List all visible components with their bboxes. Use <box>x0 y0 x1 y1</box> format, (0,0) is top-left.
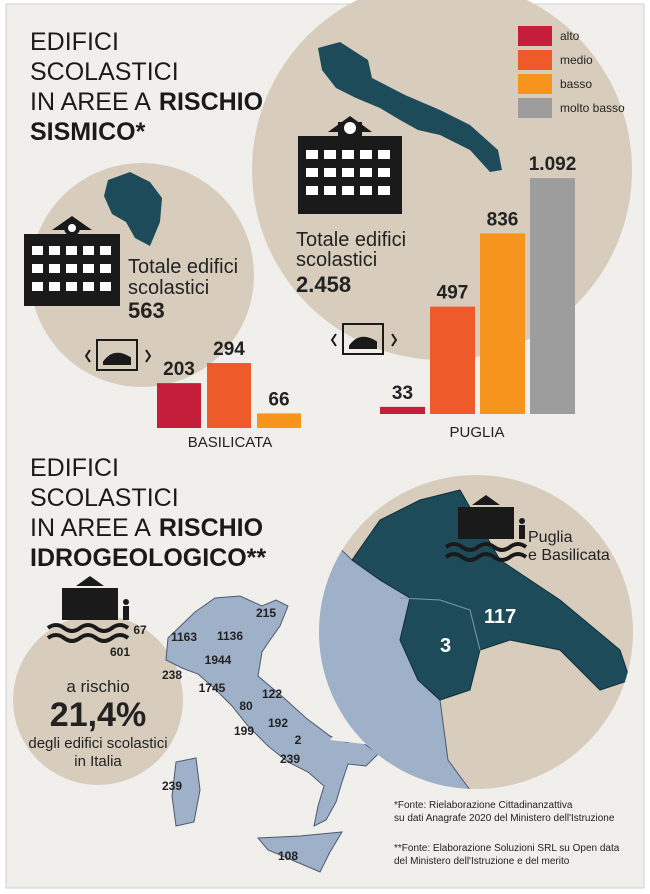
bar <box>257 413 301 428</box>
region-value: 1944 <box>205 653 232 667</box>
flood-icon <box>46 576 130 643</box>
value-label: 203 <box>163 359 195 380</box>
title-part: IN AREE A <box>30 88 151 116</box>
footnote: **Fonte: Elaborazione Soluzioni SRL su O… <box>394 843 620 854</box>
value-label: 1.092 <box>529 154 577 175</box>
sicily-map <box>256 831 343 873</box>
risk-text: a rischio <box>66 677 129 696</box>
legend-swatch <box>518 26 552 46</box>
sardinia-map <box>171 757 201 827</box>
title-line: SISMICO* <box>30 118 146 146</box>
title-line: IN AREE A RISCHIO <box>30 514 263 542</box>
total-value: 563 <box>128 298 165 323</box>
legend-label: molto basso <box>560 101 625 115</box>
title-line: IDROGEOLOGICO** <box>30 544 266 572</box>
region-value: 238 <box>162 668 182 682</box>
region-value: 239 <box>280 752 300 766</box>
region-value: 80 <box>239 699 253 713</box>
inset-label: Puglia <box>528 529 573 546</box>
legend-label: basso <box>560 77 592 91</box>
risk-percent: 21,4% <box>50 696 146 734</box>
title-line: IN AREE A RISCHIO <box>30 88 263 116</box>
italy-map <box>165 595 379 827</box>
title-part: RISCHIO <box>159 514 263 542</box>
legend-swatch <box>518 74 552 94</box>
bar <box>380 406 425 414</box>
basilicata-map <box>104 172 162 246</box>
title-part: RISCHIO <box>159 88 263 116</box>
puglia-map <box>318 42 502 172</box>
title-line: EDIFICI <box>30 28 119 56</box>
bar <box>530 178 575 414</box>
region-value: 1163 <box>171 630 197 644</box>
basilicata-circle <box>30 163 254 387</box>
bar <box>207 363 251 428</box>
footnote: *Fonte: Rielaborazione Cittadinanzattiva <box>394 800 573 811</box>
region-value: 215 <box>256 606 276 620</box>
value-label: 66 <box>268 389 289 410</box>
region-value: 239 <box>162 779 182 793</box>
total-label: Totale edifici <box>296 229 406 251</box>
footnote: del Ministero dell'Istruzione e del meri… <box>394 856 570 867</box>
region-value: 601 <box>110 645 130 659</box>
inset-border <box>399 597 481 651</box>
region-value: 67 <box>133 623 147 637</box>
value-label: 497 <box>437 283 469 304</box>
total-label: Totale edifici <box>128 256 238 278</box>
region-value: 2 <box>295 733 302 747</box>
school-icon <box>298 116 402 214</box>
footnote: su dati Anagrafe 2020 del Ministero dell… <box>394 813 615 824</box>
legend-swatch <box>518 98 552 118</box>
inset-region <box>351 489 631 701</box>
region-value: 199 <box>234 724 254 738</box>
total-label: scolastici <box>296 249 377 271</box>
region-value: 1136 <box>217 629 243 643</box>
total-value: 2.458 <box>296 272 351 297</box>
inset-value: 117 <box>484 606 516 628</box>
bar <box>157 383 201 428</box>
title-line: SCOLASTICI <box>30 484 179 512</box>
region-value: 1745 <box>199 681 226 695</box>
title-line: EDIFICI <box>30 454 119 482</box>
inset-label: e Basilicata <box>528 547 610 564</box>
bar <box>430 306 475 414</box>
total-label: scolastici <box>128 277 209 299</box>
region-label: BASILICATA <box>188 434 272 451</box>
risk-circle <box>13 615 183 785</box>
region-label: PUGLIA <box>449 424 504 441</box>
title-part: IN AREE A <box>30 514 151 542</box>
value-label: 294 <box>213 339 245 360</box>
value-label: 33 <box>392 383 413 404</box>
inset-value: 3 <box>440 635 451 657</box>
legend-swatch <box>518 50 552 70</box>
region-value: 108 <box>278 849 298 863</box>
legend-label: alto <box>560 29 580 43</box>
risk-text: degli edifici scolastici <box>28 735 167 752</box>
value-label: 836 <box>487 209 519 230</box>
region-value: 122 <box>262 687 282 701</box>
bar <box>480 233 525 414</box>
school-icon <box>24 216 120 306</box>
flood-icon <box>444 495 528 562</box>
title-line: SCOLASTICI <box>30 58 179 86</box>
risk-text: in Italia <box>74 753 122 770</box>
quake-icon <box>84 323 398 371</box>
region-value: 192 <box>268 716 288 730</box>
legend-label: medio <box>560 53 593 67</box>
